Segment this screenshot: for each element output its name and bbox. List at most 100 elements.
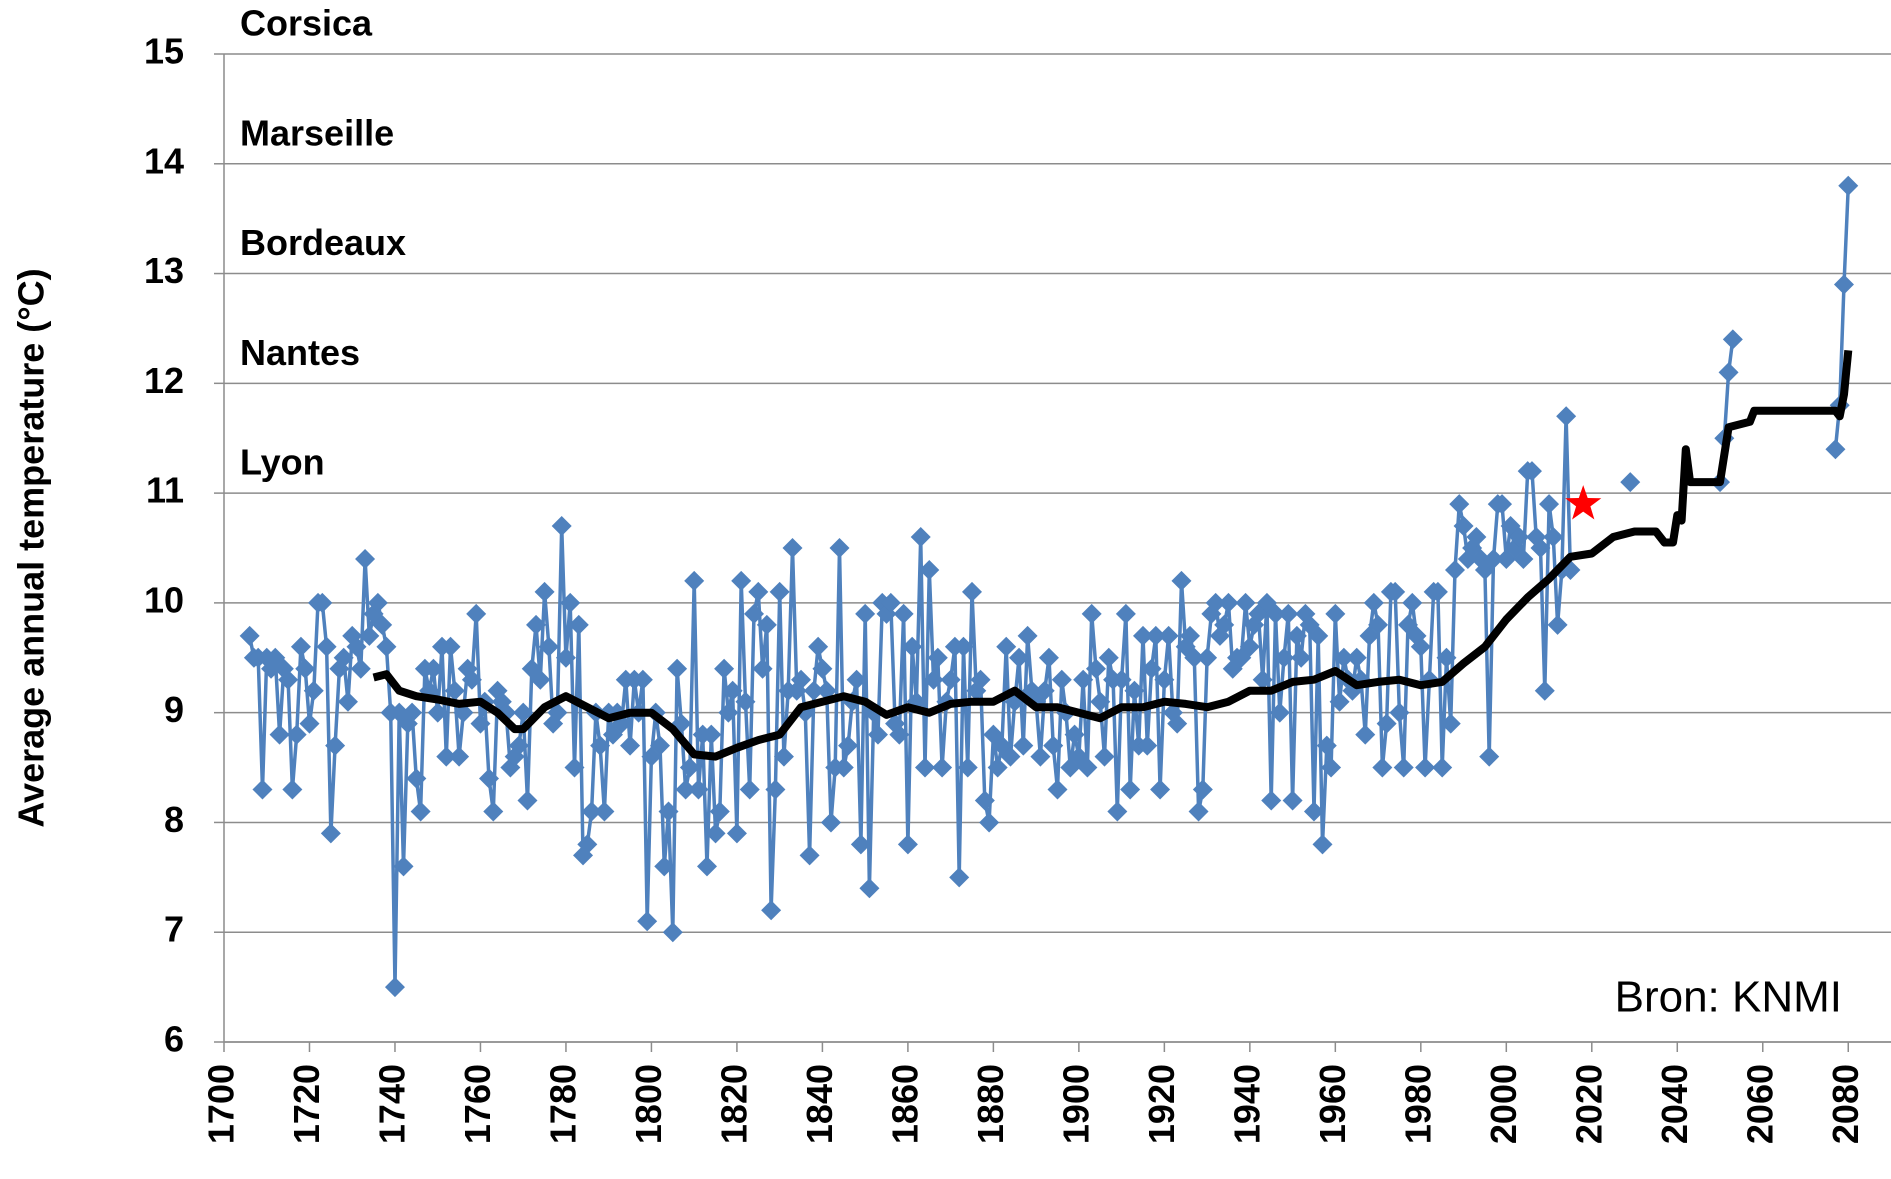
data-point xyxy=(1124,680,1145,701)
data-point xyxy=(803,680,824,701)
data-point xyxy=(893,603,914,624)
data-point xyxy=(910,527,931,548)
data-point xyxy=(1090,691,1111,712)
data-point xyxy=(1132,625,1153,646)
y-tick-label: 11 xyxy=(146,470,184,511)
data-point xyxy=(1073,669,1094,690)
data-point xyxy=(367,592,388,613)
data-point xyxy=(974,790,995,811)
data-point xyxy=(551,516,572,537)
data-point xyxy=(705,823,726,844)
data-point xyxy=(555,647,576,668)
data-point xyxy=(735,691,756,712)
data-point xyxy=(1372,757,1393,778)
data-point xyxy=(590,735,611,756)
data-point xyxy=(1393,757,1414,778)
data-point xyxy=(1154,669,1175,690)
data-point xyxy=(654,856,675,877)
data-point xyxy=(577,834,598,855)
data-point xyxy=(1718,362,1739,383)
y-tick-label: 13 xyxy=(144,250,184,291)
data-point xyxy=(970,669,991,690)
data-point xyxy=(889,724,910,745)
data-point xyxy=(359,625,380,646)
data-point xyxy=(1235,592,1256,613)
x-tick-label: 1920 xyxy=(1141,1064,1182,1144)
data-point xyxy=(1064,724,1085,745)
data-point xyxy=(1355,724,1376,745)
data-point xyxy=(376,636,397,657)
data-point xyxy=(479,768,500,789)
data-point xyxy=(1539,494,1560,515)
data-point xyxy=(833,757,854,778)
x-tick-label: 1780 xyxy=(542,1064,583,1144)
data-point xyxy=(675,779,696,800)
data-point xyxy=(726,823,747,844)
data-point xyxy=(1346,647,1367,668)
data-point xyxy=(1492,494,1513,515)
data-point xyxy=(350,658,371,679)
data-point xyxy=(1436,647,1457,668)
data-point xyxy=(1483,548,1504,569)
data-point xyxy=(1509,527,1530,548)
data-point xyxy=(252,779,273,800)
data-point xyxy=(320,823,341,844)
city-label: Lyon xyxy=(240,442,325,483)
x-tick-label: 1820 xyxy=(713,1064,754,1144)
x-tick-label: 1860 xyxy=(884,1064,925,1144)
data-point xyxy=(564,757,585,778)
data-point xyxy=(1081,603,1102,624)
data-point xyxy=(1838,175,1859,196)
x-tick-label: 1800 xyxy=(628,1064,669,1144)
data-point xyxy=(1329,691,1350,712)
data-point xyxy=(718,702,739,723)
data-point xyxy=(346,636,367,657)
data-point xyxy=(1265,603,1286,624)
data-point xyxy=(962,581,983,602)
data-point xyxy=(1427,581,1448,602)
x-tick-label: 1900 xyxy=(1055,1064,1096,1144)
data-point xyxy=(987,757,1008,778)
data-point xyxy=(534,581,555,602)
data-point xyxy=(393,856,414,877)
data-point xyxy=(1000,746,1021,767)
data-point xyxy=(744,603,765,624)
data-point xyxy=(568,614,589,635)
y-axis-label: Average annual temperature (°C) xyxy=(11,268,52,827)
data-point xyxy=(444,680,465,701)
data-point xyxy=(658,801,679,822)
data-point xyxy=(436,746,457,767)
data-point xyxy=(1145,625,1166,646)
data-point xyxy=(812,658,833,679)
y-tick-label: 7 xyxy=(164,909,184,950)
data-point xyxy=(1286,625,1307,646)
data-point xyxy=(303,680,324,701)
data-point xyxy=(1034,680,1055,701)
data-point xyxy=(1239,636,1260,657)
x-tick-label: 1700 xyxy=(201,1064,242,1144)
data-point xyxy=(1440,713,1461,734)
city-label: Bordeaux xyxy=(240,222,406,263)
data-point xyxy=(761,900,782,921)
x-tick-label: 2060 xyxy=(1739,1064,1780,1144)
data-point xyxy=(461,669,482,690)
data-point xyxy=(1013,735,1034,756)
data-point xyxy=(594,801,615,822)
data-point xyxy=(748,581,769,602)
data-point xyxy=(996,636,1017,657)
data-point xyxy=(620,735,641,756)
data-point xyxy=(312,592,333,613)
data-point xyxy=(325,735,346,756)
data-point xyxy=(709,801,730,822)
data-point xyxy=(384,977,405,998)
data-point xyxy=(1325,603,1346,624)
data-point xyxy=(1282,790,1303,811)
data-point xyxy=(1085,658,1106,679)
data-point xyxy=(1094,746,1115,767)
data-point xyxy=(791,669,812,690)
data-point xyxy=(1321,757,1342,778)
data-point xyxy=(649,735,670,756)
data-point xyxy=(923,669,944,690)
data-point xyxy=(1534,680,1555,701)
